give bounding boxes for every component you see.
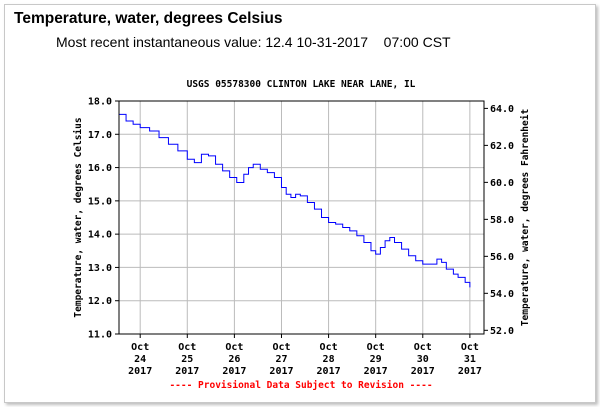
x-tick-label: Oct	[367, 342, 385, 353]
y-axis-left: 18.0 17.0 16.0 15.0 14.0 13.0 12.0 11.0	[88, 97, 119, 341]
x-tick-label: 2017	[175, 366, 199, 377]
x-tick-label: 2017	[128, 366, 152, 377]
x-axis: Oct242017Oct252017Oct262017Oct272017Oct2…	[128, 334, 482, 377]
x-tick-label: 25	[181, 354, 193, 365]
y-tick-label-right: 52.0	[490, 326, 514, 337]
x-tick-label: 29	[370, 354, 382, 365]
y-axis-label-right: Temperature, water, degrees Fahrenheit	[520, 109, 531, 326]
y-tick-label-right: 54.0	[490, 289, 514, 300]
x-tick-label: Oct	[414, 342, 432, 353]
x-tick-label: 28	[323, 354, 335, 365]
y-tick-label-left: 13.0	[88, 263, 112, 274]
y-tick-label-left: 11.0	[88, 330, 112, 341]
y-tick-label-left: 12.0	[88, 296, 112, 307]
provisional-note: ---- Provisional Data Subject to Revisio…	[169, 380, 432, 391]
x-tick-label: 27	[275, 354, 287, 365]
series-line	[119, 113, 471, 288]
y-tick-label-right: 60.0	[490, 178, 514, 189]
y-tick-label-left: 18.0	[88, 97, 112, 108]
y-tick-label-left: 15.0	[88, 196, 112, 207]
x-tick-label: 31	[464, 354, 476, 365]
recent-value-prefix: Most recent instantaneous value:	[56, 34, 266, 50]
y-tick-label-right: 64.0	[490, 104, 514, 115]
recent-date: 10-31-2017	[296, 34, 369, 50]
x-tick-label: 2017	[364, 366, 388, 377]
y-axis-label-left: Temperature, water, degrees Celsius	[73, 117, 84, 317]
chart-grid	[119, 101, 484, 334]
x-tick-label: Oct	[225, 342, 243, 353]
y-axis-right: 64.0 62.0 60.0 58.0 56.0 54.0 52.0	[484, 104, 514, 337]
x-tick-label: 24	[134, 354, 146, 365]
x-tick-label: Oct	[320, 342, 338, 353]
recent-time: 07:00 CST	[383, 34, 451, 50]
chart-title: USGS 05578300 CLINTON LAKE NEAR LANE, IL	[187, 79, 416, 90]
x-tick-label: 30	[417, 354, 429, 365]
chart-frame	[4, 4, 596, 403]
x-tick-label: Oct	[131, 342, 149, 353]
x-tick-label: Oct	[178, 342, 196, 353]
y-tick-label-left: 14.0	[88, 230, 112, 241]
plot-area	[118, 100, 485, 335]
recent-value: 12.4	[265, 34, 293, 50]
x-tick-label: Oct	[272, 342, 290, 353]
x-tick-label: 2017	[317, 366, 341, 377]
y-tick-label-left: 16.0	[88, 163, 112, 174]
y-tick-label-right: 62.0	[490, 141, 514, 152]
recent-value-line: Most recent instantaneous value: 12.4 10…	[56, 34, 451, 50]
page-title: Temperature, water, degrees Celsius	[14, 10, 283, 27]
y-tick-label-left: 17.0	[88, 130, 112, 141]
x-tick-label: 2017	[269, 366, 293, 377]
x-tick-label: 2017	[458, 366, 482, 377]
x-tick-label: 2017	[411, 366, 435, 377]
x-tick-label: Oct	[461, 342, 479, 353]
x-tick-label: 2017	[222, 366, 246, 377]
y-tick-label-right: 56.0	[490, 252, 514, 263]
x-tick-label: 26	[228, 354, 240, 365]
y-tick-label-right: 58.0	[490, 215, 514, 226]
